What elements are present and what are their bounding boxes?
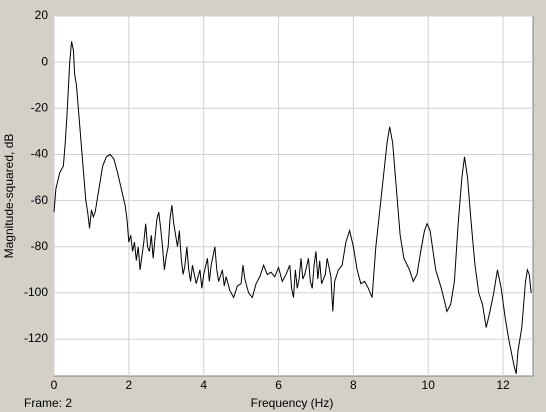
y-axis-label: Magnitude-squared, dB bbox=[2, 134, 16, 259]
x-tick-label: 0 bbox=[51, 378, 58, 392]
x-tick-label: 2 bbox=[126, 378, 133, 392]
spectrum-line bbox=[53, 41, 532, 374]
x-tick-label: 6 bbox=[275, 378, 282, 392]
x-tick-label: 12 bbox=[496, 378, 510, 392]
y-tick-label: -20 bbox=[31, 100, 49, 114]
y-tick-label: 20 bbox=[35, 8, 49, 22]
x-tick-label: 4 bbox=[200, 378, 207, 392]
plot-area bbox=[53, 15, 534, 377]
y-tick-label: -60 bbox=[31, 193, 49, 207]
y-tick-label: -100 bbox=[24, 285, 48, 299]
frame-label: Frame: 2 bbox=[24, 396, 72, 410]
y-tick-label: -120 bbox=[24, 331, 48, 345]
x-tick-label: 10 bbox=[422, 378, 436, 392]
x-tick-label: 8 bbox=[350, 378, 357, 392]
y-tick-label: -80 bbox=[31, 239, 49, 253]
x-axis-label: Frequency (Hz) bbox=[251, 396, 334, 410]
y-tick-label: 0 bbox=[41, 54, 48, 68]
y-tick-label: -40 bbox=[31, 147, 49, 161]
